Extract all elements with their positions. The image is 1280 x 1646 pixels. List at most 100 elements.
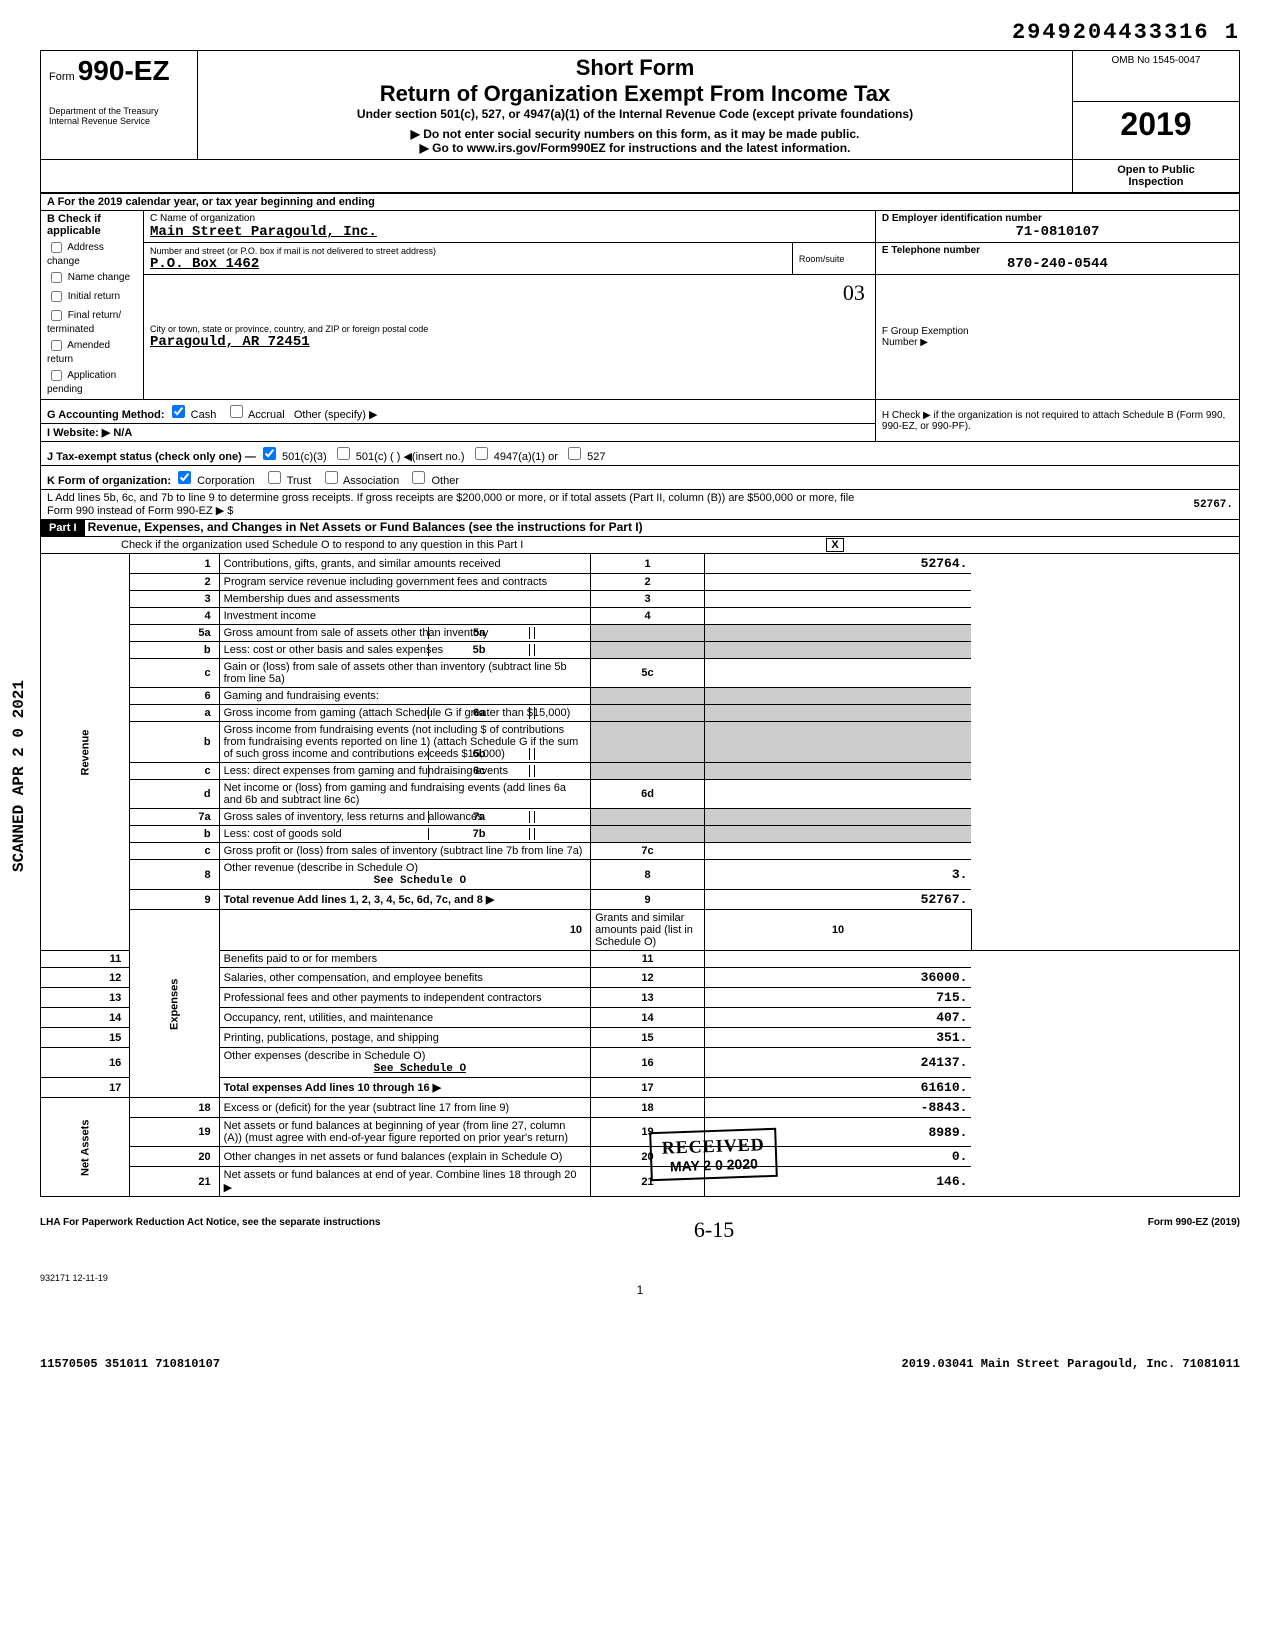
cb-assoc[interactable]: [325, 471, 338, 484]
sub-ref: 5a: [428, 627, 530, 639]
line-text: Contributions, gifts, grants, and simila…: [219, 554, 590, 574]
open-to-public: Open to Public Inspection: [1073, 160, 1240, 193]
line-amount: 715.: [705, 988, 972, 1008]
line-num: 18: [130, 1098, 219, 1118]
line-text: Gain or (loss) from sale of assets other…: [219, 659, 590, 688]
cash-label: Cash: [191, 409, 217, 421]
line-num: a: [130, 705, 219, 722]
line-text: Gaming and fundraising events:: [219, 688, 590, 705]
line-num: c: [130, 659, 219, 688]
page-number: 1: [40, 1283, 1240, 1297]
line-num: b: [130, 642, 219, 659]
line-ref: 5c: [591, 659, 705, 688]
cb-501c[interactable]: [337, 447, 350, 460]
cb-cash[interactable]: [172, 405, 185, 418]
title-short-form: Short Form: [206, 55, 1064, 81]
cb-accrual[interactable]: [230, 405, 243, 418]
line-num: 20: [130, 1147, 219, 1167]
h-label: H Check ▶ if the organization is not req…: [882, 410, 1225, 432]
cb-trust[interactable]: [268, 471, 281, 484]
cb-other[interactable]: [412, 471, 425, 484]
form-number: 990-EZ: [78, 55, 170, 86]
received-date: MAY 2 0 2020: [662, 1155, 766, 1175]
line-amount: 36000.: [705, 968, 972, 988]
line-num: 2: [130, 574, 219, 591]
line-text: Gross profit or (loss) from sales of inv…: [219, 843, 590, 860]
f-label: F Group Exemption Number ▶: [875, 275, 1239, 400]
lines-table: Revenue 1 Contributions, gifts, grants, …: [40, 554, 1240, 1197]
other-label: Other (specify) ▶: [294, 409, 378, 421]
line-num: 10: [219, 910, 590, 951]
dept-treasury: Department of the Treasury Internal Reve…: [41, 102, 198, 160]
line-num: 13: [41, 988, 130, 1008]
sub-ref: 6c: [428, 765, 530, 777]
handwritten-03: 03: [843, 280, 865, 306]
room-label: Room/suite: [792, 243, 875, 275]
line-num: b: [130, 722, 219, 763]
cb-address-change[interactable]: Address change: [47, 239, 137, 267]
cb-501c3[interactable]: [263, 447, 276, 460]
part1-header-table: Part I Revenue, Expenses, and Changes in…: [40, 520, 1240, 554]
line-num: 21: [130, 1167, 219, 1197]
line-ref: 12: [591, 968, 705, 988]
line-ref: 16: [591, 1048, 705, 1078]
cb-527[interactable]: [568, 447, 581, 460]
received-stamp: RECEIVED MAY 2 0 2020: [649, 1128, 778, 1181]
cb-pending[interactable]: Application pending: [47, 367, 137, 395]
footer-hand: 6-15: [694, 1217, 734, 1243]
line-num: 15: [41, 1028, 130, 1048]
line-amount: 407.: [705, 1008, 972, 1028]
i-website: I Website: ▶ N/A: [41, 424, 876, 442]
line-amount: [705, 951, 972, 968]
line-ref: 7c: [591, 843, 705, 860]
line-amount: 61610.: [705, 1078, 972, 1098]
cb-name-change[interactable]: Name change: [47, 269, 137, 286]
opt-label: 4947(a)(1) or: [494, 451, 558, 463]
sub-ref: 5b: [428, 644, 530, 656]
ein: 71-0810107: [882, 224, 1233, 240]
part1-check-box[interactable]: X: [826, 538, 843, 552]
line-text: Occupancy, rent, utilities, and maintena…: [219, 1008, 590, 1028]
line-ref: 14: [591, 1008, 705, 1028]
line-ref: 15: [591, 1028, 705, 1048]
opt-label: 527: [587, 451, 605, 463]
line-amount: [705, 608, 972, 625]
line-num: b: [130, 826, 219, 843]
line-num: 9: [130, 890, 219, 910]
line-num: 8: [130, 860, 219, 890]
cb-final[interactable]: Final return/ terminated: [47, 307, 137, 335]
cb-amended[interactable]: Amended return: [47, 337, 137, 365]
city: Paragould, AR 72451: [150, 334, 869, 350]
line-num: 4: [130, 608, 219, 625]
line-num: d: [130, 780, 219, 809]
opt-label: Other: [431, 475, 459, 487]
cb-initial[interactable]: Initial return: [47, 288, 137, 305]
line-text: Other expenses (describe in Schedule O): [224, 1050, 426, 1062]
line-amount: 52764.: [705, 554, 972, 574]
line-num: 3: [130, 591, 219, 608]
c-label: C Name of organization: [150, 213, 869, 224]
title-ssn: ▶ Do not enter social security numbers o…: [206, 127, 1064, 141]
line-text: Program service revenue including govern…: [219, 574, 590, 591]
line-ref: 11: [591, 951, 705, 968]
cb-4947[interactable]: [475, 447, 488, 460]
line-text: Salaries, other compensation, and employ…: [219, 968, 590, 988]
k-label: K Form of organization:: [47, 475, 171, 487]
opt-label: Corporation: [197, 475, 254, 487]
see-schedule: See Schedule O: [374, 875, 466, 887]
line-text: Investment income: [219, 608, 590, 625]
j-label: J Tax-exempt status (check only one) —: [47, 451, 256, 463]
cb-corp[interactable]: [178, 471, 191, 484]
line-text: Total expenses Add lines 10 through 16 ▶: [219, 1078, 590, 1098]
addr: P.O. Box 1462: [150, 256, 786, 272]
line-ref: 13: [591, 988, 705, 1008]
line-ref: 6d: [591, 780, 705, 809]
line-ref: 3: [591, 591, 705, 608]
part1-title: Revenue, Expenses, and Changes in Net As…: [88, 520, 643, 534]
title-return: Return of Organization Exempt From Incom…: [206, 81, 1064, 107]
line-num: 6: [130, 688, 219, 705]
cb-label: Name change: [68, 272, 130, 283]
footer-row2: 11570505 351011 710810107 2019.03041 Mai…: [40, 1357, 1240, 1371]
line-amount: [971, 910, 1239, 951]
line-num: 5a: [130, 625, 219, 642]
